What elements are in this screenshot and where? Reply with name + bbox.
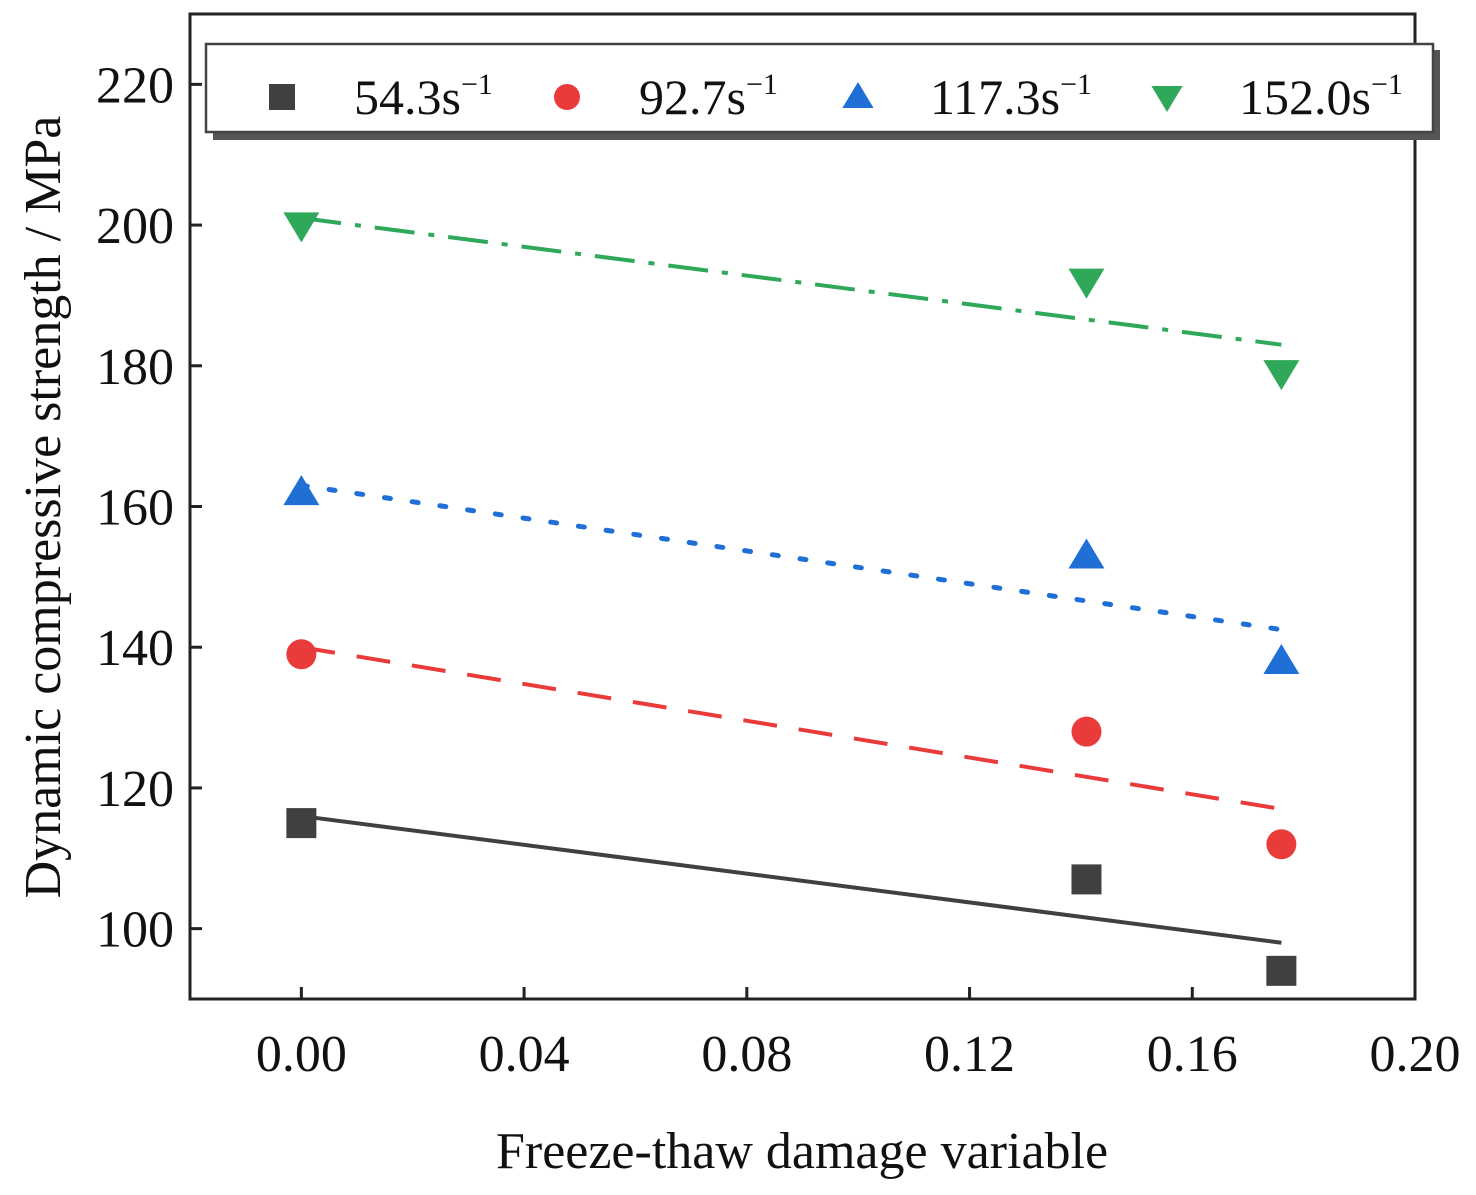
y-tick-label: 200 bbox=[96, 198, 174, 255]
x-tick-label: 0.12 bbox=[924, 1026, 1015, 1083]
legend-label-superscript: −1 bbox=[1060, 68, 1092, 101]
fit-lines-layer bbox=[298, 216, 1284, 945]
x-axis-title: Freeze-thaw damage variable bbox=[496, 1123, 1108, 1180]
y-tick-label: 220 bbox=[96, 57, 174, 114]
legend-label-text: 152.0s bbox=[1239, 69, 1371, 125]
data-point-triangle-up bbox=[1263, 644, 1300, 675]
legend-label-text: 92.7s bbox=[639, 69, 746, 125]
data-point-triangle-up bbox=[283, 475, 320, 506]
legend-label: 117.3s−1 bbox=[930, 68, 1092, 125]
data-point-square bbox=[1266, 955, 1297, 986]
legend-label-superscript: −1 bbox=[461, 68, 493, 101]
legend-marker-circle bbox=[554, 84, 580, 110]
legend-marker-square bbox=[269, 84, 295, 110]
x-tick-label: 0.00 bbox=[256, 1026, 347, 1083]
legend-label-text: 117.3s bbox=[930, 69, 1060, 125]
y-tick-label: 140 bbox=[96, 620, 174, 677]
data-point-circle bbox=[286, 639, 317, 670]
x-tick-label: 0.16 bbox=[1147, 1026, 1238, 1083]
fit-line-triangle-down bbox=[301, 216, 1282, 347]
legend-box bbox=[204, 42, 1435, 134]
legend-label: 54.3s−1 bbox=[354, 68, 493, 125]
plot-area bbox=[188, 12, 1417, 1001]
x-tick-label: 0.08 bbox=[701, 1026, 792, 1083]
legend-label-superscript: −1 bbox=[746, 68, 778, 101]
legend-marker-triangle-up bbox=[842, 82, 874, 109]
y-axis-title: Dynamic compressive strength / MPa bbox=[15, 116, 72, 899]
y-tick-label: 180 bbox=[96, 339, 174, 396]
data-point-triangle-down bbox=[1263, 360, 1300, 391]
fit-line-square bbox=[301, 814, 1282, 945]
data-point-triangle-down bbox=[283, 212, 320, 243]
legend-label: 92.7s−1 bbox=[639, 68, 778, 125]
data-point-triangle-down bbox=[1068, 268, 1105, 299]
legend-label-text: 54.3s bbox=[354, 69, 461, 125]
data-point-triangle-up bbox=[1068, 538, 1105, 569]
data-point-circle bbox=[1266, 829, 1297, 860]
ticks-layer: 0.00 0.04 0.08 0.12 0.16 0.20 100 120 140 160 180 2… bbox=[96, 57, 1461, 1083]
y-tick-label: 160 bbox=[96, 480, 174, 537]
x-tick-label: 0.04 bbox=[479, 1026, 570, 1083]
legend-label: 152.0s−1 bbox=[1239, 68, 1403, 125]
data-point-square bbox=[1071, 864, 1102, 895]
y-tick-label: 120 bbox=[96, 761, 174, 818]
legend-label-superscript: −1 bbox=[1371, 68, 1403, 101]
x-tick-label: 0.20 bbox=[1370, 1026, 1461, 1083]
y-tick-label: 100 bbox=[96, 902, 174, 959]
legend: 54.3s−1 92.7s−1 117.3s−1 152.0s−1 bbox=[204, 42, 1440, 140]
data-point-square bbox=[286, 808, 317, 839]
data-point-circle bbox=[1071, 716, 1102, 747]
markers-layer bbox=[283, 212, 1300, 986]
legend-marker-triangle-down bbox=[1151, 85, 1183, 112]
